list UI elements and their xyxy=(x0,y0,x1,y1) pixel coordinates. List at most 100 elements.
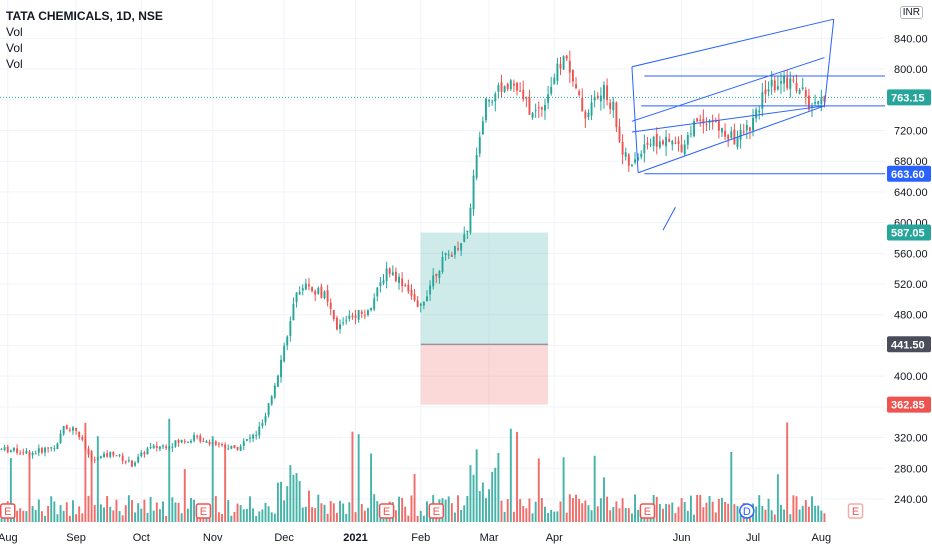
candle-body xyxy=(571,69,574,82)
volume-bar xyxy=(332,503,335,522)
inner-channel-top-line xyxy=(631,57,825,122)
volume-indicator-label[interactable]: Vol xyxy=(6,25,23,39)
candle-body xyxy=(438,271,441,278)
earnings-marker xyxy=(639,503,656,519)
volume-bar xyxy=(568,494,571,522)
candle-body xyxy=(152,445,155,448)
volume-bar xyxy=(426,501,428,522)
volume-bar xyxy=(764,509,767,522)
candle-body xyxy=(432,275,435,287)
volume-bar xyxy=(180,513,183,522)
price-tag xyxy=(887,165,931,182)
volume-bar xyxy=(780,504,782,522)
volume-bar xyxy=(249,496,251,522)
volume-bar xyxy=(311,507,314,522)
candle-body xyxy=(65,425,68,430)
volume-bar xyxy=(748,515,751,522)
candle-body xyxy=(354,315,357,318)
grid-lines xyxy=(0,0,885,522)
price-tick-label: 480.00 xyxy=(894,310,928,322)
time-axis[interactable]: Aug Sep Oct Nov Dec 2021 Feb Mar Apr Jun Jul Aug xyxy=(0,532,831,544)
candle-body xyxy=(413,294,416,301)
candle-body xyxy=(385,268,388,282)
price-tag-label: 587.05 xyxy=(891,228,925,240)
candle-body xyxy=(140,452,143,457)
candle-body xyxy=(174,440,177,447)
volume-bar xyxy=(165,515,168,522)
candle-body xyxy=(208,441,211,445)
volume-bar xyxy=(367,507,369,522)
candle-body xyxy=(419,303,422,306)
candle-body xyxy=(472,175,475,210)
candle-body xyxy=(447,254,450,256)
candle-body xyxy=(273,385,276,398)
volume-bar xyxy=(90,451,93,522)
volume-bar xyxy=(540,498,543,522)
volume-bar xyxy=(627,508,630,522)
inner-channel-bottom-line xyxy=(631,105,825,133)
price-axis[interactable]: 240.00280.00320.00360.00400.00440.00480.… xyxy=(887,33,931,506)
candle-body xyxy=(121,455,124,461)
volume-bar xyxy=(360,504,363,522)
volume-bar xyxy=(447,496,450,522)
candle-body xyxy=(733,129,736,145)
volume-bar xyxy=(509,428,512,522)
candle-body xyxy=(332,310,335,320)
volume-bar xyxy=(171,497,174,522)
symbol-title[interactable]: TATA CHEMICALS, 1D, NSE xyxy=(6,9,163,23)
currency-badge[interactable]: INR xyxy=(899,6,923,19)
volume-bar xyxy=(668,504,671,522)
candle-body xyxy=(450,254,453,257)
trend-drawings[interactable] xyxy=(631,18,885,231)
volume-bar xyxy=(702,507,705,522)
volume-bar xyxy=(727,503,730,522)
volume-bar xyxy=(152,510,155,522)
candle-body xyxy=(252,434,255,439)
volume-bar xyxy=(776,474,779,522)
candle-body xyxy=(351,315,354,318)
volume-bar xyxy=(326,513,329,522)
candle-body xyxy=(90,453,93,460)
event-marker-label: D xyxy=(743,506,751,518)
volume-bar xyxy=(72,500,74,522)
volume-bar xyxy=(789,514,792,522)
volume-bar xyxy=(115,499,118,522)
volume-bar xyxy=(481,482,484,522)
event-marker-label: E xyxy=(383,506,390,518)
volume-bar xyxy=(516,431,518,522)
candle-body xyxy=(699,119,702,121)
time-tick-label: Mar xyxy=(480,532,499,544)
long-position-tool[interactable] xyxy=(420,232,549,405)
candle-body xyxy=(531,113,534,118)
candle-body xyxy=(249,437,251,439)
volume-bar xyxy=(155,502,158,522)
candle-body xyxy=(553,77,556,85)
volume-bar xyxy=(596,506,599,522)
price-tick-label: 680.00 xyxy=(894,156,928,168)
volume-bar xyxy=(34,510,37,522)
candle-body xyxy=(311,287,314,292)
volume-bar xyxy=(124,505,127,522)
candle-body xyxy=(441,256,444,272)
candle-body xyxy=(575,84,577,89)
volume-bar xyxy=(40,511,43,522)
volume-bar xyxy=(587,505,590,522)
volume-indicator-label[interactable]: Vol xyxy=(6,41,23,55)
time-tick-label: Sep xyxy=(66,532,86,544)
chart-legend: TATA CHEMICALS, 1D, NSE Vol Vol Vol xyxy=(6,8,163,72)
volume-bar xyxy=(807,506,810,522)
channel-top-line xyxy=(631,18,834,68)
volume-bar xyxy=(733,504,736,522)
volume-bar xyxy=(767,498,770,522)
candle-body xyxy=(379,282,382,286)
volume-bar xyxy=(31,506,34,522)
volume-indicator-label[interactable]: Vol xyxy=(6,57,23,71)
candle-body xyxy=(227,448,230,450)
candle-body xyxy=(786,77,789,89)
candle-body xyxy=(547,94,550,103)
candle-body xyxy=(283,345,286,362)
volume-bar xyxy=(140,508,143,522)
volume-bar xyxy=(255,515,258,522)
